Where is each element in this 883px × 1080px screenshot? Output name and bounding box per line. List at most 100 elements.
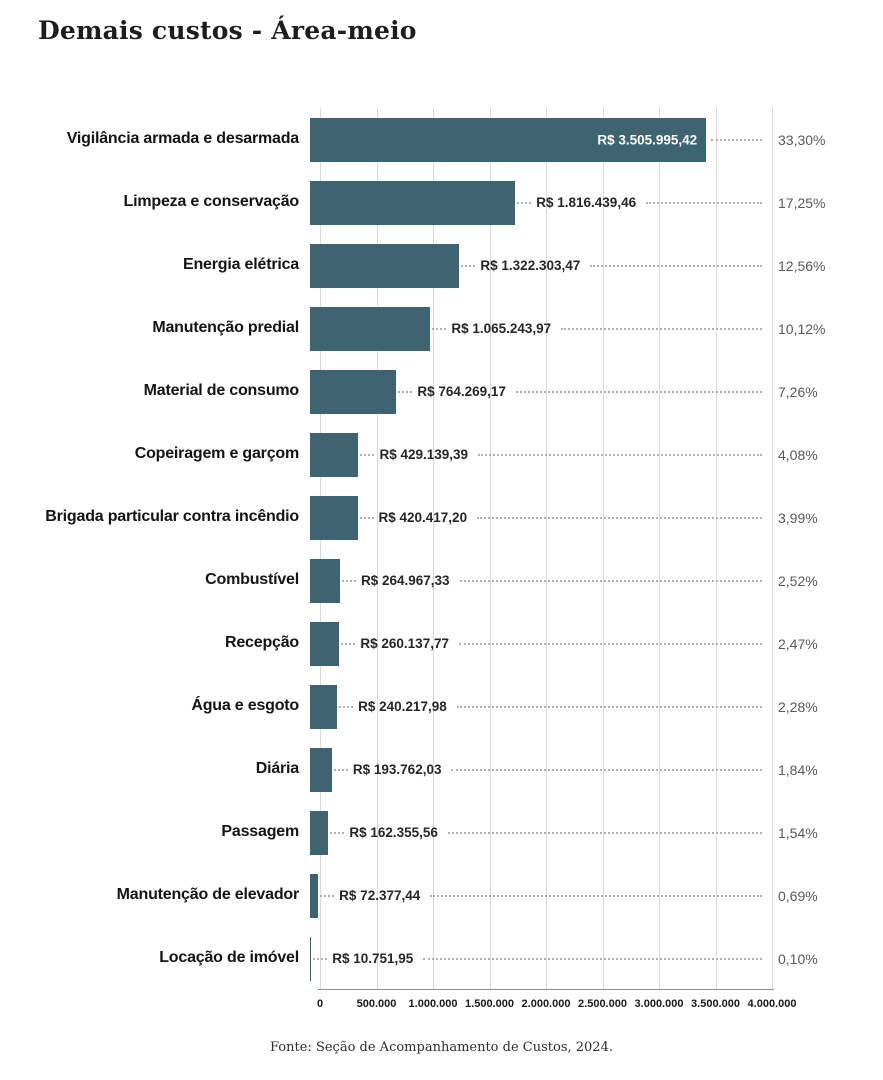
value-label: R$ 1.816.439,46 (536, 195, 637, 210)
value-label: R$ 260.137,77 (360, 636, 449, 651)
chart-row: Copeiragem e garçom R$ 429.139,39 4,08% (0, 423, 883, 486)
gridline (659, 108, 660, 990)
bar (310, 936, 312, 981)
value-label: R$ 1.322.303,47 (480, 258, 581, 273)
percent-label: 2,47% (778, 635, 818, 652)
gridline (376, 108, 378, 990)
x-axis-tick-label: 3.500.000 (691, 998, 740, 1010)
leader-line (646, 201, 762, 204)
percent-label: 1,84% (778, 761, 818, 778)
leader-line (711, 138, 762, 141)
value-label: R$ 240.217,98 (358, 699, 447, 714)
leader-line (359, 516, 374, 519)
percent-label: 12,56% (778, 257, 826, 274)
leader-line (456, 705, 762, 708)
bar (310, 369, 397, 414)
chart-row: Diária R$ 193.762,03 1,84% (0, 738, 883, 801)
gridline (433, 108, 434, 990)
category-label: Passagem (221, 823, 299, 841)
leader-line (461, 264, 476, 267)
value-label: R$ 162.355,56 (349, 825, 438, 840)
category-label: Diária (255, 760, 299, 778)
leader-line (313, 957, 328, 960)
chart-row: Limpeza e conservação R$ 1.816.439,46 17,2… (0, 171, 883, 234)
percent-label: 1,54% (778, 824, 818, 841)
leader-line (330, 831, 345, 834)
value-label: R$ 764.269,17 (417, 384, 506, 399)
leader-line (423, 957, 762, 960)
chart-row: Energia elétrica R$ 1.322.303,47 12,56% (0, 234, 883, 297)
chart-row: Passagem R$ 162.355,56 1,54% (0, 801, 883, 864)
bar-track: R$ 1.322.303,47 (310, 234, 762, 297)
percent-label: 7,26% (778, 383, 818, 400)
leader-line (478, 453, 762, 456)
x-axis-tick-label: 1.000.000 (408, 998, 458, 1010)
chart-row: Manutenção predial R$ 1.065.243,97 10,12% (0, 297, 883, 360)
x-axis-tick-label: 0 (316, 998, 324, 1010)
leader-line (451, 768, 762, 771)
percent-label: 0,10% (778, 950, 818, 967)
bar-track: R$ 193.762,03 (310, 738, 762, 801)
gridline (546, 108, 547, 990)
category-label: Material de consumo (143, 382, 300, 400)
bar (310, 432, 359, 477)
category-label: Água e esgoto (191, 697, 299, 715)
category-label: Limpeza e conservação (123, 193, 300, 211)
bar (310, 306, 431, 351)
x-axis-labels: 0 500.000 1.000.000 1.500.000 2.000.000 2.500… (316, 998, 797, 1018)
leader-line (341, 642, 356, 645)
leader-line (590, 264, 762, 267)
leader-line (517, 201, 532, 204)
leader-line (341, 579, 356, 582)
leader-line (339, 705, 354, 708)
percent-label: 2,28% (778, 698, 818, 715)
gridline (715, 108, 717, 990)
bar (310, 810, 329, 855)
percent-label: 0,69% (778, 887, 818, 904)
chart-row: Recepção R$ 260.137,77 2,47% (0, 612, 883, 675)
leader-line (398, 390, 413, 393)
bar (310, 747, 332, 792)
percent-label: 2,52% (778, 572, 818, 589)
bar-track: R$ 1.816.439,46 (310, 171, 762, 234)
percent-label: 3,99% (778, 509, 818, 526)
bar-track: R$ 3.505.995,42 (310, 108, 762, 171)
bar-track: R$ 420.417,20 (310, 486, 762, 549)
category-label: Vigilância armada e desarmada (66, 130, 299, 148)
chart-row: Manutenção de elevador R$ 72.377,44 0,69% (0, 864, 883, 927)
percent-label: 33,30% (778, 131, 826, 148)
gridline (320, 108, 321, 990)
bar-track: R$ 1.065.243,97 (310, 297, 762, 360)
chart-title: Demais custos - Área-meio (38, 16, 417, 45)
x-axis-tick-label: 500.000 (356, 998, 397, 1010)
bar-chart: Vigilância armada e desarmada R$ 3.505.99… (0, 108, 883, 1038)
x-axis-tick-label: 2.500.000 (578, 998, 627, 1010)
chart-row: Material de consumo R$ 764.269,17 7,26% (0, 360, 883, 423)
value-label: R$ 193.762,03 (352, 762, 442, 777)
category-label: Combustível (205, 571, 299, 589)
x-axis-tick-label: 3.000.000 (634, 998, 684, 1010)
source-note: Fonte: Seção de Acompanhamento de Custos… (270, 1040, 613, 1055)
leader-line (458, 642, 762, 645)
value-label: R$ 420.417,20 (378, 510, 468, 525)
bar (310, 684, 338, 729)
leader-line (477, 516, 762, 519)
leader-line (333, 768, 348, 771)
category-label: Copeiragem e garçom (134, 445, 299, 463)
value-label: R$ 264.967,33 (360, 573, 450, 588)
chart-rows: Vigilância armada e desarmada R$ 3.505.99… (0, 108, 883, 990)
bar (310, 621, 340, 666)
chart-row: Vigilância armada e desarmada R$ 3.505.99… (0, 108, 883, 171)
value-label: R$ 3.505.995,42 (597, 132, 698, 147)
bar-track: R$ 264.967,33 (310, 549, 762, 612)
bar (310, 873, 319, 918)
bar-track: R$ 764.269,17 (310, 360, 762, 423)
value-label: R$ 1.065.243,97 (451, 321, 552, 336)
category-label: Energia elétrica (183, 256, 299, 274)
leader-line (561, 327, 762, 330)
category-label: Brigada particular contra incêndio (45, 508, 299, 526)
x-axis-tick-label: 1.500.000 (465, 998, 514, 1010)
gridlines (320, 108, 773, 990)
bar: R$ 3.505.995,42 (310, 117, 707, 162)
